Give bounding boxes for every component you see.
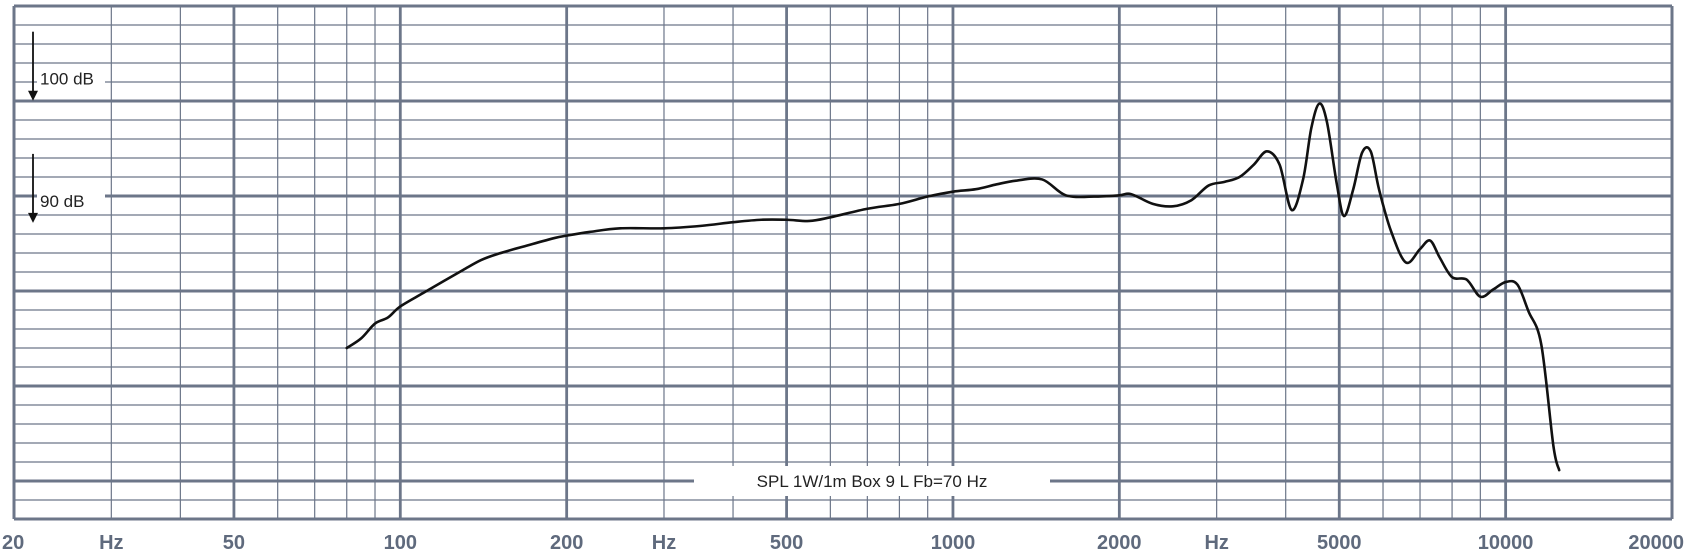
db-marker-label: 100 dB [40,70,94,89]
x-tick-labels: 20 Hz 50 100 200 Hz 500 1000 2000 Hz 5000 10000 2000… [2,532,1684,553]
x-tick-label: 500 [770,532,803,553]
db-markers: 100 dB 90 dB [28,31,105,223]
x-tick-label: 20 [2,532,24,553]
x-tick-label: 20000 [1628,532,1684,553]
series-layer [345,102,1561,472]
x-tick-label: 1000 [931,532,976,553]
db-marker-label-bg [37,67,105,90]
x-tick-label: 200 [550,532,583,553]
x-tick-label: Hz [1204,532,1228,553]
spl-curve [345,102,1561,472]
x-tick-label: Hz [652,532,676,553]
x-tick-label: 100 [384,532,417,553]
chart-caption: SPL 1W/1m Box 9 L Fb=70 Hz [757,472,988,491]
x-tick-label: 10000 [1478,532,1534,553]
arrow-down-icon [28,90,38,101]
db-marker-label-bg [37,189,105,212]
x-tick-label: 5000 [1317,532,1362,553]
caption-background [694,466,1050,496]
x-tick-label: 50 [223,532,245,553]
x-tick-label: Hz [99,532,123,553]
db-marker: 90 dB [28,153,105,223]
db-marker: 100 dB [28,31,105,101]
db-marker-label: 90 dB [40,192,84,211]
x-tick-label: 2000 [1097,532,1142,553]
grid [12,4,1674,521]
caption: SPL 1W/1m Box 9 L Fb=70 Hz [694,466,1050,496]
arrow-down-icon [28,212,38,223]
